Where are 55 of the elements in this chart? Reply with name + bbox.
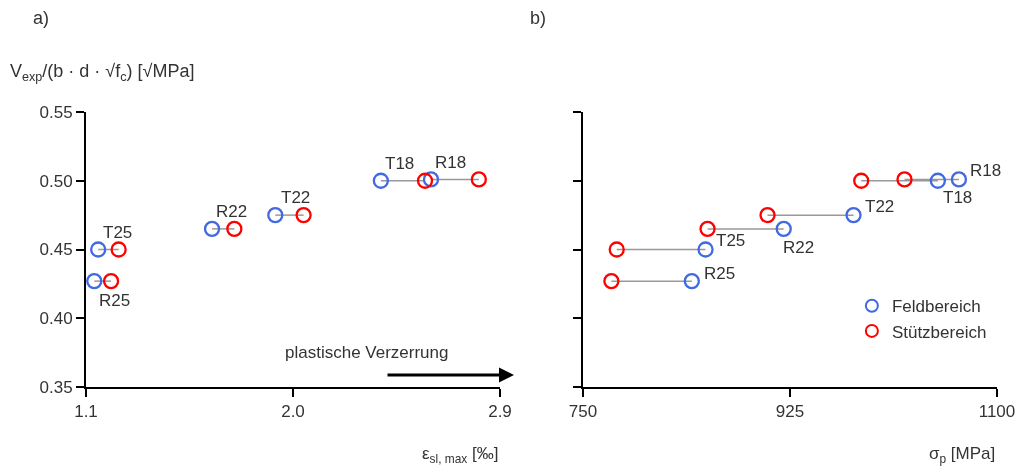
annotation: T22	[281, 188, 311, 207]
y-tick-label: 0.55	[39, 102, 73, 122]
point	[608, 241, 625, 258]
point	[683, 272, 700, 290]
x-axis-title: ε$_{sl, max}$ [‰]	[422, 444, 499, 466]
point	[267, 206, 284, 224]
y-tick-label: 0.50	[39, 171, 73, 191]
annotation: R18	[435, 153, 467, 172]
x-tick-label: 750	[568, 402, 598, 422]
y-tick-label: 0.40	[39, 309, 73, 329]
point	[416, 172, 434, 189]
annotation: R18	[970, 161, 1002, 180]
annotation: R25	[704, 264, 736, 283]
y-tick-label: 0.45	[39, 240, 73, 260]
chart-title: a)	[33, 8, 50, 28]
annotation: plastische Verzerrung	[285, 343, 449, 362]
point	[86, 272, 103, 290]
point	[470, 171, 487, 188]
y-axis-title: V$_{exp}$/(b · d · √f$_{c}$) [√MPa]	[10, 61, 195, 84]
x-axis-title: σ$_{p}$ [MPa]	[929, 444, 996, 466]
point	[295, 206, 312, 224]
point	[929, 172, 947, 189]
legend-label: Feldbereich	[891, 297, 981, 317]
annotation: R25	[99, 291, 131, 310]
annotation: T25	[103, 223, 133, 242]
point	[102, 272, 120, 290]
point	[203, 220, 221, 238]
point	[110, 241, 127, 258]
annotation: T18	[943, 188, 973, 207]
point	[699, 220, 716, 238]
annotation: R22	[783, 238, 815, 257]
annotation: R22	[216, 202, 248, 221]
legend-label: Stützbereich	[891, 322, 987, 342]
y-tick-label: 0.35	[39, 377, 73, 397]
point	[896, 171, 913, 188]
point	[845, 206, 862, 224]
x-tick-label: 1.1	[74, 402, 98, 422]
annotation: T25	[716, 231, 746, 250]
annotation: T22	[865, 197, 895, 216]
point	[775, 220, 792, 238]
point	[422, 171, 440, 188]
point	[950, 171, 968, 188]
x-tick-label: 925	[775, 402, 805, 422]
point	[603, 272, 620, 290]
point	[372, 172, 390, 189]
point	[853, 172, 870, 189]
annotation: T18	[385, 154, 415, 173]
x-tick-label: 1100	[978, 402, 1016, 422]
x-tick-label: 2.9	[488, 402, 512, 422]
point	[90, 241, 107, 258]
point	[697, 241, 714, 258]
point	[226, 220, 243, 238]
chart-title: b)	[530, 8, 547, 28]
x-tick-label: 2.0	[281, 402, 305, 422]
point	[759, 206, 776, 224]
